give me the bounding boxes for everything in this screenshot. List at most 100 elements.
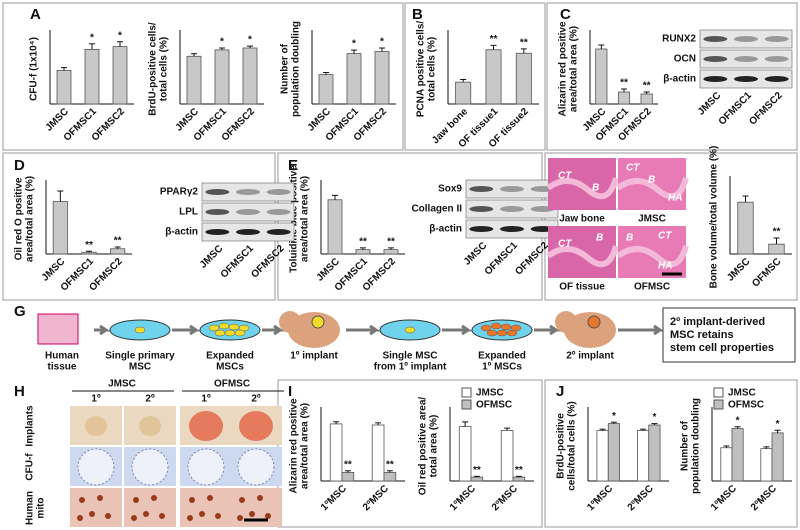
- significance-label: *: [118, 30, 122, 41]
- significance-label: *: [776, 419, 780, 430]
- mouse-body: [288, 312, 340, 348]
- mito-stain: [131, 515, 137, 521]
- bar: [112, 46, 128, 105]
- workflow-arrow: [346, 324, 381, 336]
- bar: [242, 47, 258, 105]
- panel-label: D: [14, 157, 25, 174]
- workflow-label: tissue: [48, 362, 77, 373]
- blot-row-label: OCN: [674, 54, 696, 65]
- bar: [355, 249, 371, 255]
- histology-label: CT: [658, 231, 672, 242]
- legend-label: OFMSC: [476, 400, 512, 411]
- image-tile: [70, 488, 122, 527]
- conclusion-box: [662, 307, 796, 363]
- blot-band: [469, 206, 494, 212]
- column-label: 2º: [251, 394, 261, 405]
- blot-band: [703, 36, 728, 42]
- histology-texture: [546, 177, 619, 200]
- significance-label: *: [736, 415, 740, 426]
- mito-stain: [199, 511, 205, 517]
- y-axis-label: area/total area (%): [25, 176, 36, 262]
- y-axis-label: CFU-f (1x10⁴): [29, 37, 40, 101]
- mito-stain: [133, 497, 139, 503]
- blot-band: [236, 209, 260, 215]
- mito-stain: [77, 515, 83, 521]
- y-axis-label: Oil red O positive: [14, 177, 25, 260]
- legend-swatch: [461, 399, 472, 410]
- blot-band: [469, 226, 494, 232]
- workflow-arrow: [618, 324, 665, 336]
- bar: [455, 81, 472, 105]
- conclusion-text: MSC retains: [670, 329, 734, 341]
- blot-row-label: β-actin: [165, 227, 198, 238]
- significance-label: *: [248, 35, 252, 46]
- workflow-label: Single MSC: [382, 351, 437, 362]
- mito-stain: [187, 515, 193, 521]
- significance-label: **: [520, 38, 528, 49]
- mito-stain: [143, 511, 149, 517]
- significance-label: *: [652, 412, 656, 423]
- legend-label: OFMSC: [728, 400, 764, 411]
- y-axis-label: area/total area (%): [300, 403, 311, 489]
- significance-label: **: [114, 236, 122, 247]
- histology-caption: Jaw bone: [559, 214, 605, 225]
- workflow-arrow: [262, 324, 285, 336]
- bar: [329, 423, 343, 482]
- blot-band: [266, 229, 291, 235]
- y-axis-label: Number of: [680, 420, 691, 471]
- workflow-arrow: [534, 324, 561, 336]
- cell: [224, 329, 236, 337]
- row-label: Implants: [25, 405, 36, 447]
- panel-frame: [544, 379, 798, 528]
- mouse-head: [555, 311, 577, 333]
- panel-label: B: [412, 6, 423, 23]
- image-tile: [124, 488, 176, 527]
- blot-row-label: PPARγ2: [160, 187, 199, 198]
- blot-band: [703, 56, 728, 62]
- blot-band: [205, 229, 230, 235]
- histology-label: CT: [558, 171, 572, 182]
- cell: [208, 324, 220, 332]
- mito-stain: [97, 495, 103, 501]
- mito-stain: [207, 495, 213, 501]
- bar: [346, 53, 362, 105]
- column-label: 1º: [91, 394, 101, 405]
- y-axis-label: Alizarin red positive: [558, 21, 569, 116]
- y-axis-label: BrdU-positive cells/: [148, 22, 159, 116]
- bar: [648, 424, 661, 482]
- y-axis-label: total area (%): [429, 415, 440, 478]
- blot-band: [205, 209, 230, 215]
- y-axis-label: area/total area (%): [569, 26, 580, 112]
- workflow-label: Single primary: [105, 351, 175, 362]
- cell: [506, 329, 518, 337]
- significance-label: **: [620, 78, 628, 89]
- panel-frame: [546, 2, 798, 151]
- workflow-arrow: [172, 324, 201, 336]
- workflow-arrow: [94, 324, 111, 336]
- workflow-label: Expanded: [478, 351, 526, 362]
- significance-label: **: [344, 459, 352, 470]
- bar: [56, 70, 72, 105]
- blot-row-label: RUNX2: [662, 34, 696, 45]
- bar: [640, 93, 653, 105]
- mito-stain: [89, 511, 95, 517]
- legend-label: JMSC: [728, 388, 756, 399]
- cell: [500, 323, 512, 331]
- column-label: 1º: [201, 394, 211, 405]
- bar: [737, 201, 754, 255]
- bar: [186, 55, 202, 105]
- y-axis-label: population doubling: [691, 398, 702, 494]
- significance-label: **: [643, 81, 651, 92]
- tissue-icon: [37, 313, 79, 345]
- mouse-body: [564, 312, 616, 348]
- mito-stain: [151, 495, 157, 501]
- group-label: JMSC: [108, 379, 136, 390]
- workflow-label: Human: [45, 351, 79, 362]
- histology-label: B: [596, 233, 603, 244]
- significance-label: **: [490, 34, 498, 45]
- histology-label: HA: [658, 261, 672, 272]
- conclusion-text: stem cell properties: [670, 342, 774, 354]
- cell: [214, 329, 226, 337]
- cfu-plate: [131, 448, 169, 486]
- bar: [458, 426, 472, 482]
